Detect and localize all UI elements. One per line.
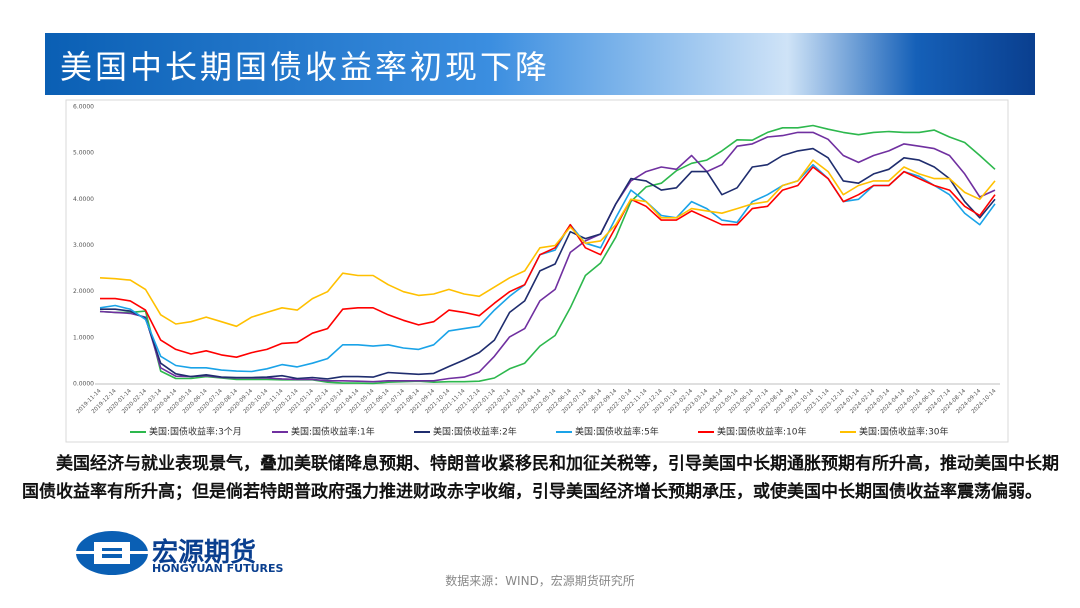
legend-label: 美国:国债收益率:5年: [575, 426, 659, 438]
legend-label: 美国:国债收益率:30年: [859, 426, 949, 438]
chart: 0.0000 1.0000 2.0000 3.0000 4.0000 5.0000 6.00…: [65, 99, 1009, 443]
series-line: [99, 159, 996, 328]
source-note: 数据来源：WIND，宏源期货研究所: [445, 574, 635, 588]
series-line: [100, 166, 996, 358]
y-tick-label: 6.0000: [73, 104, 94, 111]
chart-frame: [65, 99, 1009, 443]
legend-label: 美国:国债收益率:10年: [717, 426, 807, 438]
y-tick-label: 4.0000: [73, 196, 94, 203]
paragraph: 美国经济与就业表现景气，叠加美联储降息预期、特朗普收紧移民和加征关税等，引导美国…: [22, 454, 1059, 502]
y-tick-label: 3.0000: [73, 242, 94, 249]
legend-label: 美国:国债收益率:1年: [291, 426, 375, 438]
series-line: [100, 147, 996, 380]
title-banner: [45, 33, 1035, 95]
y-tick-label: 1.0000: [73, 334, 94, 341]
logo-name: 宏源期货: [152, 538, 257, 568]
series-line: [99, 124, 996, 385]
y-tick-label: 0.0000: [73, 381, 94, 388]
legend-label: 美国:国债收益率:3个月: [149, 426, 242, 438]
logo-en: HONGYUAN FUTURES: [152, 562, 284, 575]
y-tick-label: 5.0000: [73, 150, 94, 157]
y-tick-label: 2.0000: [73, 288, 94, 295]
legend-label: 美国:国债收益率:2年: [433, 426, 517, 438]
slide-title: 美国中长期国债收益率初现下降: [60, 48, 551, 86]
logo-icon: [72, 531, 152, 575]
